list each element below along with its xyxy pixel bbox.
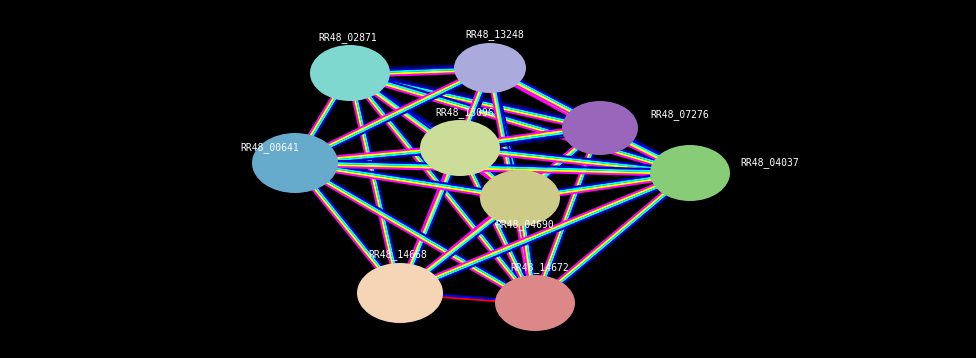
Ellipse shape (357, 263, 443, 323)
Ellipse shape (480, 170, 560, 226)
Ellipse shape (454, 43, 526, 93)
Ellipse shape (562, 101, 638, 155)
Ellipse shape (310, 45, 390, 101)
Ellipse shape (495, 275, 575, 331)
Text: RR48_04690: RR48_04690 (496, 219, 554, 230)
Text: RR48_14668: RR48_14668 (369, 249, 427, 260)
Text: RR48_04037: RR48_04037 (740, 157, 798, 168)
Text: RR48_14672: RR48_14672 (510, 262, 569, 273)
Ellipse shape (650, 145, 730, 201)
Text: RR48_13248: RR48_13248 (466, 29, 524, 40)
Ellipse shape (420, 120, 500, 176)
Ellipse shape (252, 133, 338, 193)
Text: RR48_02871: RR48_02871 (318, 32, 378, 43)
Text: RR48_00641: RR48_00641 (240, 142, 299, 153)
Text: RR48_07276: RR48_07276 (650, 109, 709, 120)
Text: RR48_13096: RR48_13096 (435, 107, 495, 118)
